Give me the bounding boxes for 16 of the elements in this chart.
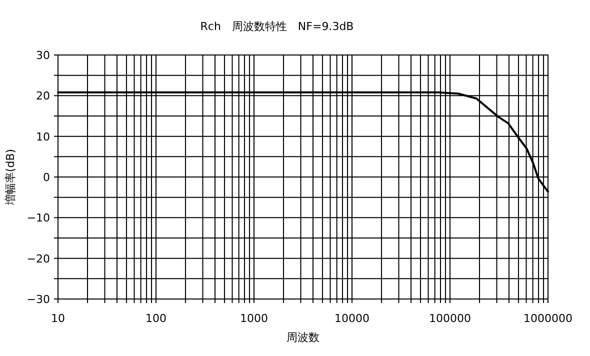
- x-tick-label: 1000000: [524, 312, 572, 325]
- x-tick-label: 100000: [429, 312, 471, 325]
- chart-title: Rch 周波数特性 NF=9.3dB: [200, 20, 354, 33]
- y-tick-label: −10: [26, 212, 50, 225]
- x-tick-label: 1000: [240, 312, 268, 325]
- y-tick-label: −20: [26, 252, 50, 266]
- x-tick-label: 100: [146, 312, 166, 325]
- y-tick-label: 20: [36, 90, 50, 103]
- y-tick-label: 30: [36, 49, 50, 62]
- x-axis-title: 周波数: [286, 331, 320, 344]
- x-tick-label: 10000: [334, 312, 370, 325]
- y-tick-label: 10: [36, 130, 50, 144]
- y-axis-title: 増幅率(dB): [4, 148, 17, 206]
- y-tick-label: 0: [43, 171, 50, 184]
- x-tick-label: 10: [51, 312, 65, 325]
- y-tick-label: −30: [26, 293, 50, 306]
